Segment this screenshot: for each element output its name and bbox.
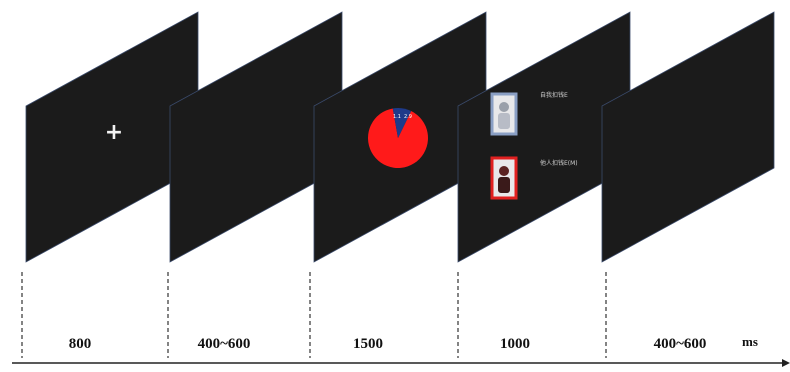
option-label: 他人扣钱E(M) bbox=[540, 159, 578, 167]
pie-slice-large bbox=[368, 108, 428, 169]
pie-slice-label: 1.1 bbox=[393, 114, 401, 120]
screen-panel bbox=[601, 11, 775, 263]
screen-panel bbox=[169, 11, 343, 263]
duration-label-blank-2: 400~600 bbox=[653, 336, 707, 352]
duration-label-pie-cue: 1500 bbox=[353, 336, 383, 352]
pie-slice-label: 2.9 bbox=[404, 114, 412, 120]
time-axis-arrow-icon bbox=[782, 359, 790, 367]
screens-group: +1.1 2.9 自我扣钱E 他人扣钱E(M) bbox=[25, 11, 775, 263]
duration-label-fixation: 800 bbox=[68, 336, 92, 352]
time-markers bbox=[21, 272, 607, 358]
screen-pie-cue: 1.1 2.9 bbox=[313, 11, 487, 263]
person-body-icon bbox=[498, 177, 510, 193]
duration-label-blank-1: 400~600 bbox=[197, 336, 251, 352]
duration-label-choice: 1000 bbox=[500, 336, 530, 352]
person-icon bbox=[499, 166, 509, 176]
person-body-icon bbox=[498, 113, 510, 129]
person-icon bbox=[499, 102, 509, 112]
screen-choice: 自我扣钱E 他人扣钱E(M) bbox=[457, 11, 631, 263]
screen-fixation: + bbox=[25, 11, 199, 263]
fixation-cross: + bbox=[105, 120, 123, 145]
time-unit-label: ms bbox=[742, 334, 758, 349]
option-label: 自我扣钱E bbox=[540, 91, 568, 99]
pie-slice-small bbox=[392, 108, 412, 138]
screen-panel bbox=[25, 11, 199, 263]
screen-blank-1 bbox=[169, 11, 343, 263]
screen-blank-2 bbox=[601, 11, 775, 263]
